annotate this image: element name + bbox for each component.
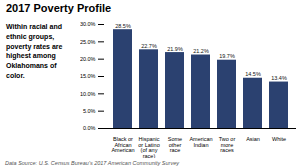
svg-text:20.0%: 20.0%: [80, 56, 96, 62]
svg-text:21.2%: 21.2%: [193, 48, 209, 54]
svg-text:21.9%: 21.9%: [167, 46, 183, 52]
svg-text:Asian: Asian: [246, 136, 260, 142]
svg-text:22.7%: 22.7%: [141, 43, 157, 49]
svg-text:14.5%: 14.5%: [245, 71, 261, 77]
svg-text:13.4%: 13.4%: [271, 75, 287, 81]
svg-text:AmericanIndian: AmericanIndian: [189, 136, 212, 148]
svg-text:Someotherrace: Someotherrace: [168, 136, 182, 153]
svg-text:28.5%: 28.5%: [115, 23, 131, 29]
svg-text:Two ormoreraces: Two ormoreraces: [219, 136, 236, 153]
html-text:Within racial and ethnic group: Within racial and ethnic groups, poverty…: [6, 23, 63, 79]
svg-text:15.0%: 15.0%: [80, 73, 96, 79]
svg-text:10.0%: 10.0%: [80, 91, 96, 97]
svg-text:5.0%: 5.0%: [83, 108, 96, 114]
html-text:2017 Poverty Profile: 2017 Poverty Profile: [6, 2, 112, 14]
svg-text:White: White: [272, 136, 286, 142]
svg-text:0.0%: 0.0%: [83, 125, 96, 131]
svg-text:25.0%: 25.0%: [80, 39, 96, 45]
svg-text:19.7%: 19.7%: [219, 53, 235, 59]
html-text:Data Source: U.S. Census Burea: Data Source: U.S. Census Bureau’s 2017 A…: [5, 160, 179, 166]
svg-text:Hispanicor Latino(of anyrace): Hispanicor Latino(of anyrace): [138, 136, 159, 158]
svg-text:30.0%: 30.0%: [80, 21, 96, 27]
svg-text:Black orAfricanAmerican: Black orAfricanAmerican: [111, 136, 134, 153]
